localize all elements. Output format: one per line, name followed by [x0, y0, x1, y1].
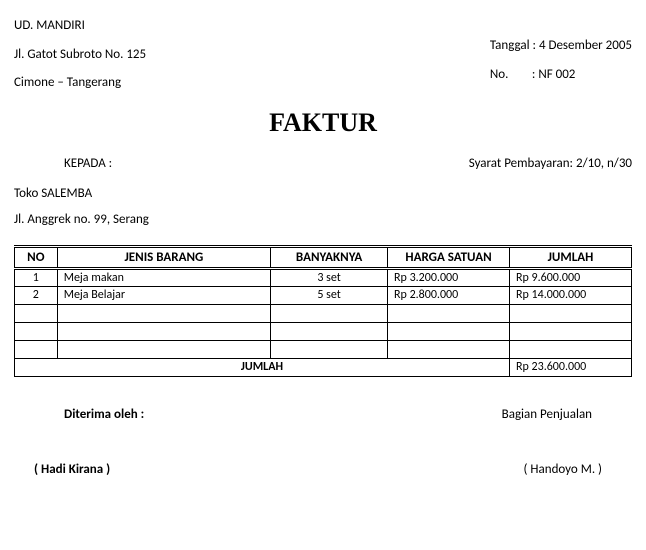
cell-jumlah: Rp 9.600.000 — [510, 268, 632, 286]
cell-no — [15, 322, 58, 340]
cell-banyak: 3 set — [271, 268, 388, 286]
date-label: Tanggal — [490, 38, 530, 53]
recipient-block: Toko SALEMBA Jl. Anggrek no. 99, Serang — [14, 181, 632, 233]
cell-harga: Rp 3.200.000 — [388, 268, 510, 286]
table-row — [15, 340, 632, 358]
signature-labels-row: Diterima oleh : Bagian Penjualan — [14, 407, 632, 422]
no-value: NF 002 — [538, 67, 575, 82]
left-signer-name: ( Hadi Kirana ) — [34, 462, 110, 477]
cell-jumlah — [510, 322, 632, 340]
recipient-address: Jl. Anggrek no. 99, Serang — [14, 207, 632, 233]
cell-no — [15, 304, 58, 322]
th-banyak: BANYAKNYA — [271, 246, 388, 268]
syarat-line: Syarat Pembayaran: 2/10, n/30 — [469, 156, 632, 171]
signature-names-row: ( Hadi Kirana ) ( Handoyo M. ) — [14, 462, 632, 477]
table-row: 2 Meja Belajar 5 set Rp 2.800.000 Rp 14.… — [15, 286, 632, 304]
cell-banyak — [271, 322, 388, 340]
document-title: FAKTUR — [14, 108, 632, 138]
cell-jumlah — [510, 340, 632, 358]
cell-banyak — [271, 340, 388, 358]
date-value: 4 Desember 2005 — [539, 38, 632, 53]
syarat-label: Syarat Pembayaran: — [469, 156, 573, 171]
kepada-label: KEPADA : — [14, 156, 112, 171]
total-label: JUMLAH — [15, 358, 510, 376]
sender-block: UD. MANDIRI Jl. Gatot Subroto No. 125 Ci… — [14, 12, 146, 98]
table-total-row: JUMLAH Rp 23.600.000 — [15, 358, 632, 376]
cell-harga: Rp 2.800.000 — [388, 286, 510, 304]
table-row — [15, 322, 632, 340]
cell-jenis: Meja Belajar — [57, 286, 270, 304]
sales-dept-label: Bagian Penjualan — [502, 407, 592, 422]
items-table: NO JENIS BARANG BANYAKNYA HARGA SATUAN J… — [14, 245, 632, 377]
cell-harga — [388, 340, 510, 358]
received-by-label: Diterima oleh : — [64, 407, 144, 422]
syarat-value: 2/10, n/30 — [576, 156, 632, 171]
cell-no — [15, 340, 58, 358]
cell-no: 2 — [15, 286, 58, 304]
date-line: Tanggal : 4 Desember 2005 — [490, 32, 632, 61]
sender-name: UD. MANDIRI — [14, 12, 146, 41]
cell-banyak: 5 set — [271, 286, 388, 304]
header-block: UD. MANDIRI Jl. Gatot Subroto No. 125 Ci… — [14, 12, 632, 98]
sender-address2: Cimone – Tangerang — [14, 69, 146, 98]
th-harga: HARGA SATUAN — [388, 246, 510, 268]
kepada-row: KEPADA : Syarat Pembayaran: 2/10, n/30 — [14, 156, 632, 171]
cell-jenis — [57, 304, 270, 322]
cell-harga — [388, 322, 510, 340]
cell-banyak — [271, 304, 388, 322]
total-value: Rp 23.600.000 — [510, 358, 632, 376]
cell-jumlah: Rp 14.000.000 — [510, 286, 632, 304]
meta-block: Tanggal : 4 Desember 2005 No. : NF 002 — [490, 12, 632, 98]
no-spacer: : — [511, 67, 538, 82]
th-jenis: JENIS BARANG — [57, 246, 270, 268]
cell-harga — [388, 304, 510, 322]
table-row — [15, 304, 632, 322]
recipient-name: Toko SALEMBA — [14, 181, 632, 207]
sender-address1: Jl. Gatot Subroto No. 125 — [14, 41, 146, 70]
th-jumlah: JUMLAH — [510, 246, 632, 268]
cell-jenis — [57, 322, 270, 340]
no-label: No. — [490, 67, 509, 82]
table-row: 1 Meja makan 3 set Rp 3.200.000 Rp 9.600… — [15, 268, 632, 286]
cell-jenis: Meja makan — [57, 268, 270, 286]
no-line: No. : NF 002 — [490, 61, 632, 90]
cell-jenis — [57, 340, 270, 358]
cell-jumlah — [510, 304, 632, 322]
right-signer-name: ( Handoyo M. ) — [524, 462, 602, 477]
table-header-row: NO JENIS BARANG BANYAKNYA HARGA SATUAN J… — [15, 246, 632, 268]
cell-no: 1 — [15, 268, 58, 286]
th-no: NO — [15, 246, 58, 268]
